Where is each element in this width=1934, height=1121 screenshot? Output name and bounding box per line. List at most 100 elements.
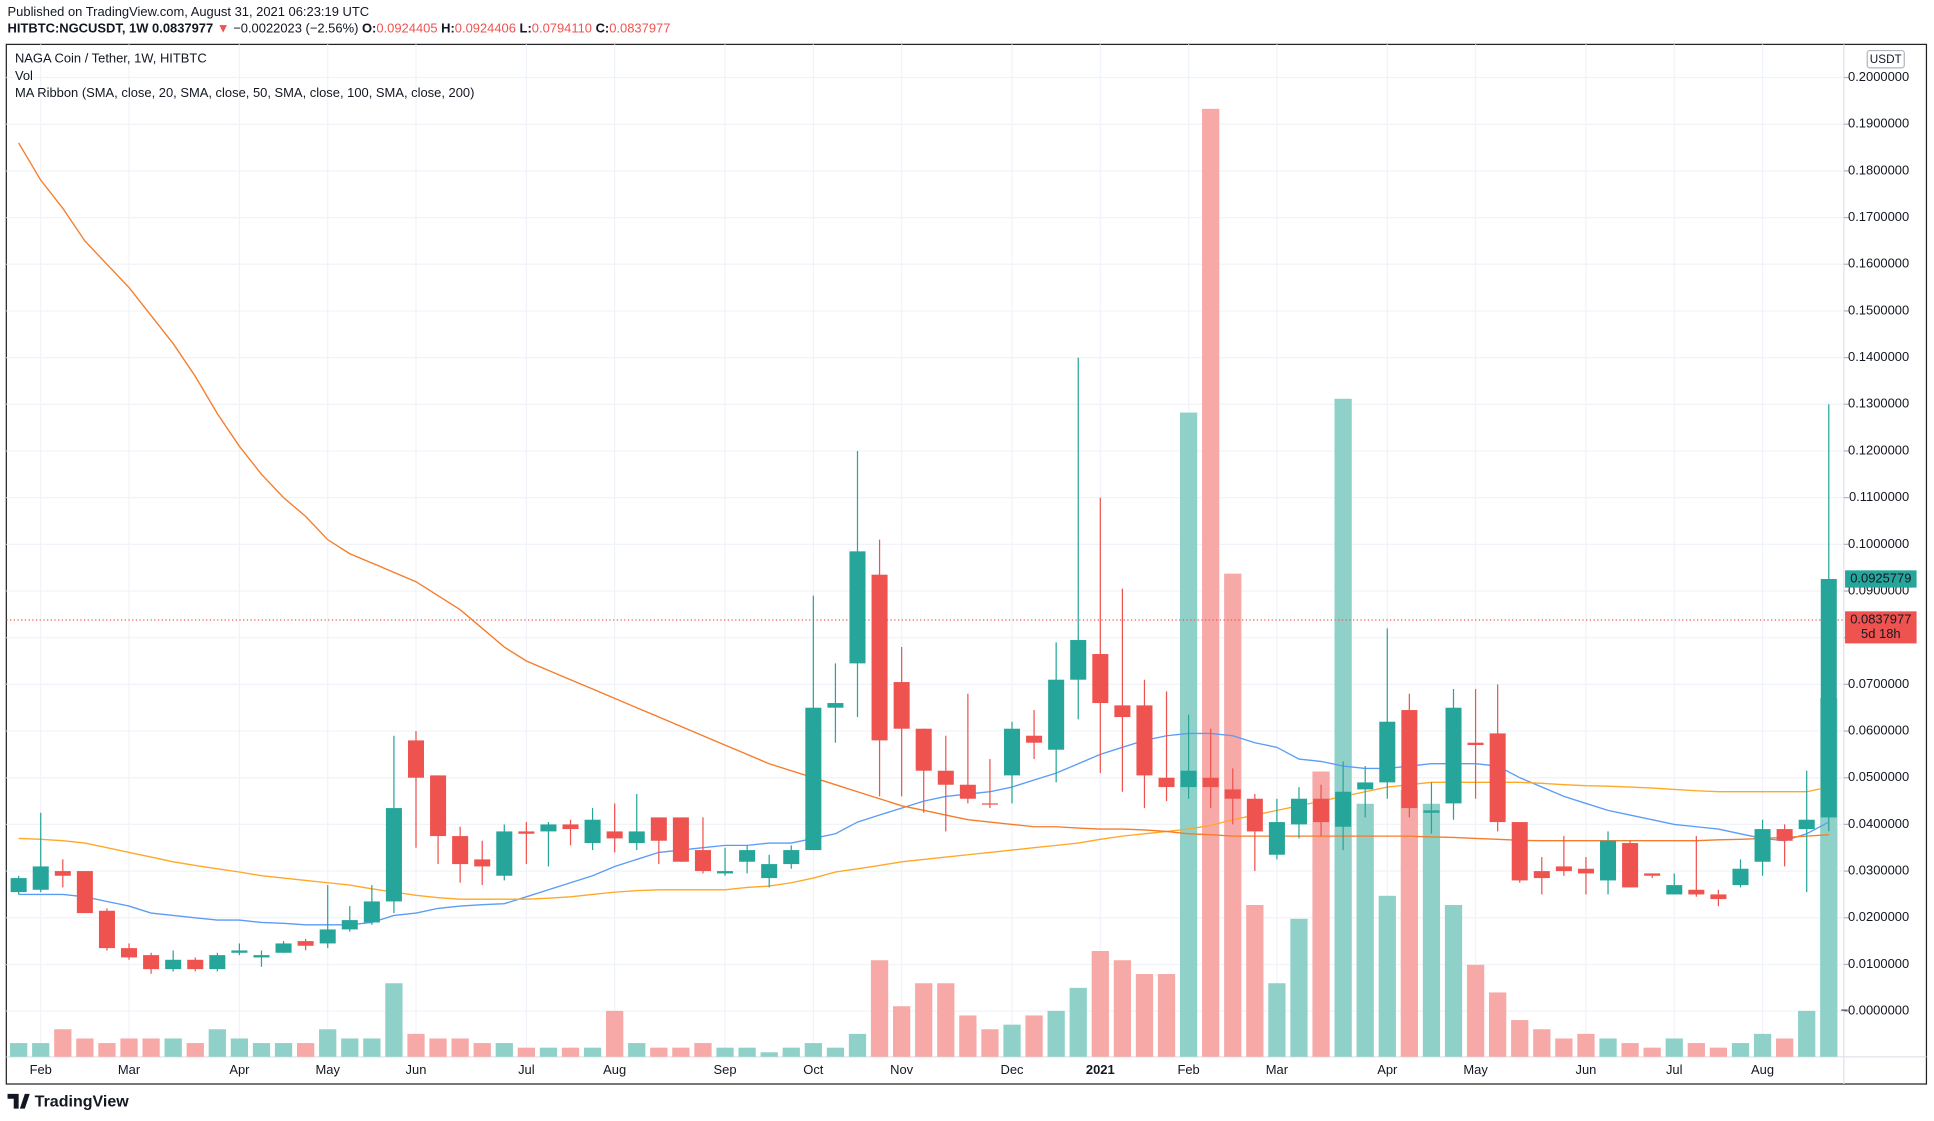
candle-body <box>32 866 49 890</box>
countdown-label: 5d 18h <box>1861 626 1901 641</box>
candle-body <box>165 959 182 970</box>
candle-body <box>1622 843 1639 888</box>
volume-bar <box>319 1029 337 1057</box>
y-tick-label: 0.1800000 <box>1848 162 1909 177</box>
volume-bar <box>1047 1010 1065 1057</box>
candle-body <box>783 850 800 865</box>
candle-body <box>981 803 998 805</box>
indicator-ma-ribbon: MA Ribbon (SMA, close, 20, SMA, close, 5… <box>15 85 474 100</box>
indicator-volume: Vol <box>15 68 33 83</box>
volume-bar <box>1533 1029 1551 1057</box>
candle-body <box>1180 770 1197 788</box>
y-tick-label: 0.1400000 <box>1848 349 1909 364</box>
x-tick-label: Apr <box>229 1062 250 1077</box>
volume-bar <box>1775 1038 1794 1057</box>
volume-bar <box>517 1047 536 1057</box>
candle-body <box>827 703 844 708</box>
candle-body <box>297 941 314 946</box>
candle-body <box>98 910 115 949</box>
candle-body <box>1048 679 1065 750</box>
y-tick-label: 0.0600000 <box>1848 722 1909 737</box>
volume-bar <box>1113 960 1132 1057</box>
candle-body <box>1136 705 1153 776</box>
volume-bar <box>186 1043 204 1057</box>
candle-body <box>363 901 380 923</box>
candle-body <box>849 551 866 664</box>
volume-bar <box>782 1047 800 1057</box>
volume-bar <box>385 983 403 1057</box>
volume-bar <box>1753 1033 1772 1057</box>
change-arrow: ▼ <box>217 21 230 36</box>
candle-body <box>187 959 204 970</box>
y-tick-label: 0.2000000 <box>1848 69 1909 84</box>
volume-bar <box>1731 1043 1750 1057</box>
x-tick-label: Jun <box>1576 1062 1597 1077</box>
x-tick-label: May <box>315 1062 340 1077</box>
volume-bar <box>10 1043 28 1057</box>
volume-bar <box>1246 905 1264 1057</box>
volume-bar <box>583 1047 602 1057</box>
x-tick-label: Aug <box>1751 1062 1774 1077</box>
x-tick-label: Feb <box>1177 1062 1199 1077</box>
volume-bar <box>164 1038 182 1057</box>
candle-body <box>937 770 954 785</box>
volume-bar <box>341 1038 359 1057</box>
volume-bar <box>363 1038 381 1057</box>
change: −0.0022023 (−2.56%) <box>233 21 358 36</box>
candle-body <box>1511 822 1528 881</box>
volume-bar <box>1555 1038 1573 1057</box>
volume-bar <box>120 1038 138 1057</box>
candle-body <box>584 819 601 844</box>
volume-bar <box>1378 895 1396 1057</box>
x-tick-label: Aug <box>603 1062 626 1077</box>
candle-body <box>717 871 734 874</box>
candle-body <box>1489 733 1506 823</box>
volume-bar <box>1202 108 1220 1057</box>
volume-bar <box>959 1015 977 1057</box>
candle-body <box>1798 819 1815 830</box>
volume-bar <box>1003 1024 1021 1057</box>
candle-body <box>1688 889 1705 895</box>
volume-bar <box>54 1029 72 1057</box>
candle-body <box>1092 654 1109 704</box>
chart-frame <box>5 43 1928 1085</box>
candle-body <box>1268 822 1285 855</box>
volume-bar <box>451 1038 469 1057</box>
candle-body <box>1467 742 1484 746</box>
volume-bar <box>1709 1047 1728 1057</box>
symbol-line: HITBTC:NGCUSDT, 1W 0.0837977 ▼ −0.002202… <box>8 21 671 36</box>
chart-layer: −0.0000000 0.0100000 0.0200000 0.0300000 0.0… <box>6 44 1917 1077</box>
candle-body <box>143 955 160 970</box>
volume-bar <box>1268 983 1286 1057</box>
volume-bar <box>1290 918 1308 1057</box>
volume-bar <box>32 1043 50 1057</box>
candle-body <box>430 775 447 837</box>
candle-body <box>761 864 778 879</box>
x-tick-label: Mar <box>1266 1062 1289 1077</box>
x-tick-label: Nov <box>890 1062 914 1077</box>
last-price: 0.0837977 <box>152 21 213 36</box>
axis-unit[interactable]: USDT <box>1870 53 1902 66</box>
volume-bar <box>1665 1038 1683 1057</box>
x-tick-label: Oct <box>803 1062 824 1077</box>
high-label: H: <box>441 21 455 36</box>
candle-body <box>253 955 270 958</box>
close-value: 0.0837977 <box>609 21 670 36</box>
y-tick-label: 0.1700000 <box>1848 209 1909 224</box>
volume-bar <box>1312 771 1330 1057</box>
y-tick-label: 0.1200000 <box>1848 442 1909 457</box>
volume-bar <box>407 1033 425 1057</box>
volume-bar <box>1444 905 1463 1057</box>
unit-box[interactable] <box>1866 49 1905 69</box>
x-tick-label: Jul <box>518 1062 535 1077</box>
candle-body <box>518 831 535 834</box>
x-tick-label: Apr <box>1377 1062 1398 1077</box>
x-tick-label: 2021 <box>1086 1062 1115 1077</box>
candle-body <box>1202 777 1219 788</box>
candle-body <box>1820 578 1837 818</box>
candle-body <box>1401 710 1418 809</box>
candle-body <box>1379 721 1396 783</box>
y-tick-label: 0.1000000 <box>1848 536 1909 551</box>
y-tick-label: 0.0500000 <box>1848 769 1909 784</box>
